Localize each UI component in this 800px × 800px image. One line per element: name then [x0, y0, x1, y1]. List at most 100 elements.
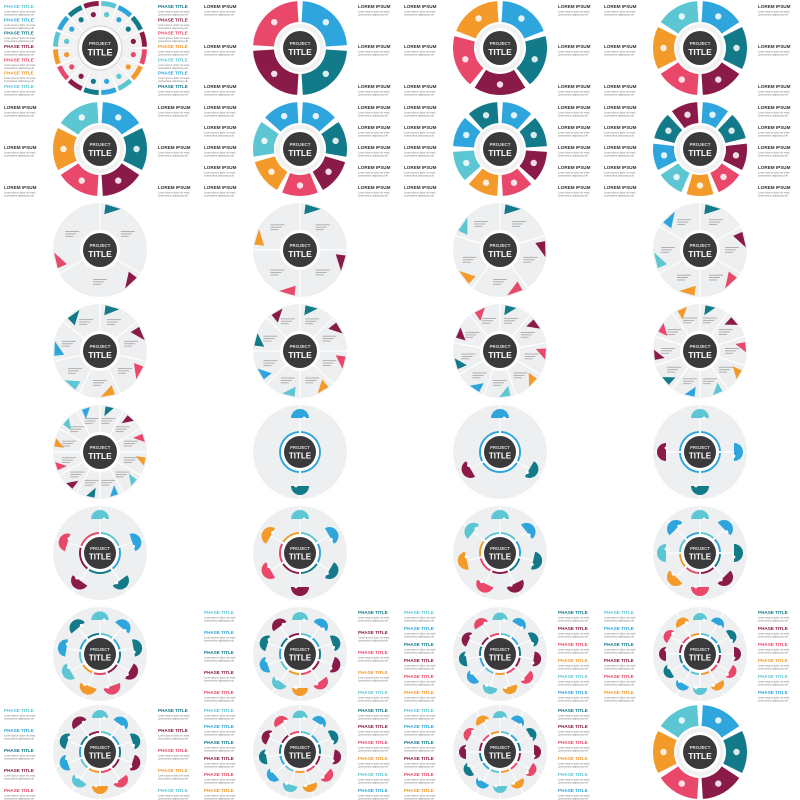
- petal[interactable]: [57, 639, 69, 657]
- sector-tab[interactable]: [654, 252, 667, 269]
- petal[interactable]: [531, 551, 543, 570]
- petal[interactable]: [329, 656, 341, 673]
- sector-tab[interactable]: [55, 462, 67, 471]
- thumbnail-petals-6[interactable]: PROJECT TITLE: [253, 506, 347, 600]
- sector-tab[interactable]: [86, 487, 96, 498]
- sector-tab[interactable]: [133, 433, 145, 442]
- petal[interactable]: [291, 587, 309, 596]
- thumbnail-petals-9[interactable]: PROJECT TITLE: [53, 607, 147, 701]
- sector-tab[interactable]: [458, 217, 468, 235]
- petal[interactable]: [532, 651, 542, 667]
- petal[interactable]: [115, 619, 131, 634]
- petal[interactable]: [506, 579, 524, 593]
- thumbnail-petals-2[interactable]: PROJECT TITLE: [253, 405, 347, 499]
- petal[interactable]: [476, 715, 490, 727]
- sector-tab[interactable]: [469, 383, 484, 393]
- sector-tab[interactable]: [663, 211, 675, 229]
- petal[interactable]: [332, 749, 342, 765]
- sector-tab[interactable]: [54, 341, 65, 356]
- petal[interactable]: [534, 745, 541, 759]
- petal[interactable]: [676, 617, 690, 629]
- sector-tab[interactable]: [499, 386, 511, 397]
- petal[interactable]: [691, 510, 709, 519]
- petal[interactable]: [291, 486, 309, 495]
- sector-tab[interactable]: [54, 438, 65, 448]
- sector-tab[interactable]: [271, 308, 283, 323]
- sector-tab[interactable]: [317, 379, 329, 394]
- petal[interactable]: [91, 510, 109, 519]
- petal[interactable]: [691, 587, 709, 596]
- petal[interactable]: [291, 510, 309, 519]
- sector-tab[interactable]: [526, 319, 541, 329]
- sector-tab[interactable]: [63, 418, 72, 431]
- petal[interactable]: [691, 409, 709, 418]
- petal[interactable]: [524, 461, 539, 478]
- sector-tab[interactable]: [66, 480, 79, 489]
- petal[interactable]: [457, 551, 469, 570]
- petal[interactable]: [329, 635, 341, 652]
- petal[interactable]: [59, 754, 71, 771]
- sector-tab[interactable]: [54, 252, 67, 269]
- petal[interactable]: [272, 676, 287, 690]
- petal[interactable]: [666, 519, 683, 536]
- petal[interactable]: [482, 684, 498, 695]
- sector-tab[interactable]: [304, 305, 318, 316]
- petal[interactable]: [103, 682, 121, 695]
- petal[interactable]: [710, 679, 725, 691]
- petal[interactable]: [476, 579, 494, 593]
- sector-tab[interactable]: [474, 307, 485, 321]
- sector-tab[interactable]: [732, 366, 742, 379]
- petal[interactable]: [324, 527, 339, 544]
- petal[interactable]: [92, 710, 108, 718]
- petal[interactable]: [129, 533, 142, 552]
- sector-tab[interactable]: [507, 281, 523, 296]
- petal[interactable]: [72, 774, 87, 788]
- petal[interactable]: [282, 782, 298, 793]
- petal[interactable]: [691, 486, 709, 495]
- sector-tab[interactable]: [104, 204, 121, 215]
- petal[interactable]: [92, 786, 108, 794]
- thumbnail-petals-4[interactable]: PROJECT TITLE: [653, 405, 747, 499]
- sector-tab[interactable]: [125, 271, 137, 289]
- sector-tab[interactable]: [104, 406, 114, 417]
- sector-tab[interactable]: [704, 204, 721, 215]
- petal[interactable]: [259, 635, 271, 652]
- petal[interactable]: [493, 711, 507, 718]
- petal[interactable]: [61, 663, 75, 680]
- petal[interactable]: [261, 527, 276, 544]
- petal[interactable]: [657, 443, 666, 461]
- sector-tab[interactable]: [455, 327, 466, 341]
- thumbnail-petals-7[interactable]: PROJECT TITLE: [453, 506, 547, 600]
- sector-tab[interactable]: [121, 415, 134, 424]
- petal[interactable]: [510, 777, 524, 789]
- petal[interactable]: [125, 663, 139, 680]
- petal[interactable]: [71, 575, 88, 590]
- petal[interactable]: [466, 670, 480, 684]
- thumbnail-petals-8[interactable]: PROJECT TITLE: [653, 506, 747, 600]
- petal[interactable]: [659, 647, 666, 661]
- petal[interactable]: [291, 409, 309, 418]
- petal[interactable]: [520, 522, 536, 539]
- petal[interactable]: [112, 575, 129, 590]
- petal[interactable]: [725, 630, 737, 644]
- petal[interactable]: [327, 730, 339, 745]
- petal[interactable]: [302, 782, 318, 793]
- sector-tab[interactable]: [64, 380, 81, 390]
- sector-tab[interactable]: [504, 204, 521, 215]
- petal[interactable]: [663, 664, 675, 678]
